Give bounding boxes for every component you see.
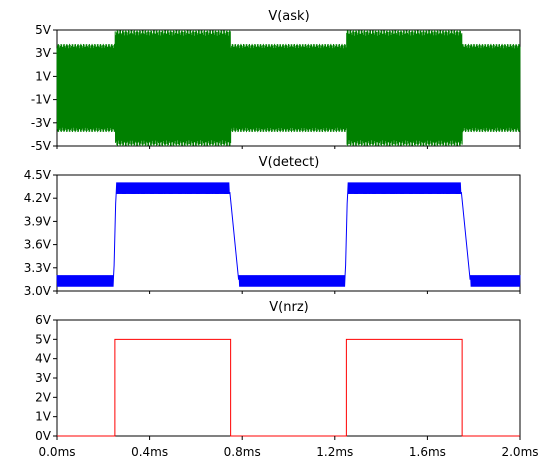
y-tick-label: 4V bbox=[35, 352, 52, 366]
y-tick-label: -5V bbox=[31, 139, 52, 153]
pane-detect: V(detect) 4.5V 4.2V 3.9V 3.6V 3.3V 3.0V bbox=[24, 155, 521, 298]
y-tick-label: 3V bbox=[35, 46, 52, 60]
y-tick-label: 2V bbox=[35, 390, 52, 404]
y-tick-label: 3.0V bbox=[24, 284, 52, 298]
y-tick-label: 4.2V bbox=[24, 191, 52, 205]
y-tick-label: 1V bbox=[35, 410, 52, 424]
y-tick-label: 3.6V bbox=[24, 238, 52, 252]
y-tick-label: 1V bbox=[35, 69, 52, 83]
y-tick-label: -3V bbox=[31, 116, 52, 130]
y-tick-label: 5V bbox=[35, 332, 52, 346]
plot-frame bbox=[56, 174, 521, 292]
series-line-ask bbox=[56, 29, 521, 147]
series-line-nrz bbox=[57, 338, 520, 437]
pane-detect-title: V(detect) bbox=[259, 155, 320, 170]
y-tick-label: 6V bbox=[35, 313, 52, 327]
x-tick-label: 0.0ms bbox=[38, 445, 75, 459]
y-tick-label: 3.9V bbox=[24, 214, 52, 228]
y-tick-label: 5V bbox=[35, 23, 52, 37]
x-tick-label: 0.8ms bbox=[224, 445, 261, 459]
y-tick-label: 3.3V bbox=[24, 261, 52, 275]
series-line-detect bbox=[56, 182, 521, 287]
x-tick-label: 2.0ms bbox=[501, 445, 538, 459]
x-axis: 0.0ms 0.4ms 0.8ms 1.2ms 1.6ms 2.0ms bbox=[38, 146, 539, 459]
y-tick-label: -1V bbox=[31, 93, 52, 107]
pane-ask: V(ask) 5V 3V 1V -1V -3V -5V bbox=[31, 9, 521, 153]
plot-frame bbox=[56, 319, 521, 437]
y-tick-label: 0V bbox=[35, 429, 52, 443]
y-tick-label: 4.5V bbox=[24, 168, 52, 182]
pane-nrz: V(nrz) 6V 5V 4V 3V 2V 1V 0V bbox=[35, 300, 521, 443]
x-tick-label: 1.6ms bbox=[409, 445, 446, 459]
y-tick-label: 3V bbox=[35, 371, 52, 385]
x-tick-label: 0.4ms bbox=[131, 445, 168, 459]
pane-nrz-title: V(nrz) bbox=[269, 300, 308, 315]
pane-ask-title: V(ask) bbox=[268, 9, 309, 24]
x-tick-label: 1.2ms bbox=[316, 445, 353, 459]
